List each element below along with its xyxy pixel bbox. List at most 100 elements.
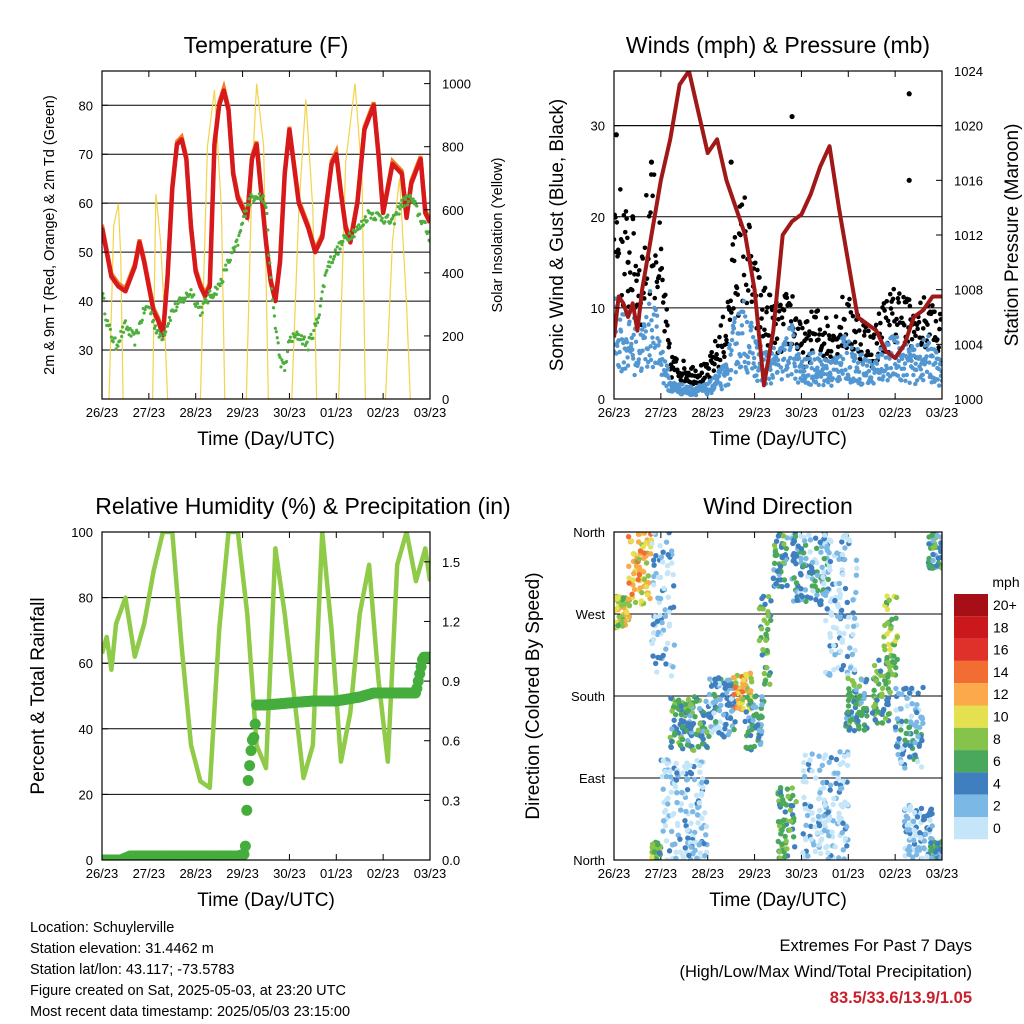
direction-point bbox=[695, 804, 701, 811]
y-axis-label: Sonic Wind & Gust (Blue, Black) bbox=[547, 99, 568, 371]
direction-point bbox=[681, 718, 687, 725]
gust-point bbox=[731, 258, 737, 264]
direction-point bbox=[711, 710, 717, 716]
direction-point bbox=[830, 801, 836, 808]
wind-point bbox=[904, 372, 910, 378]
direction-point bbox=[862, 727, 868, 733]
direction-point bbox=[790, 558, 796, 564]
wind-point bbox=[643, 356, 648, 362]
wind-point bbox=[786, 360, 791, 366]
wind-point bbox=[645, 364, 650, 369]
direction-point bbox=[664, 570, 670, 577]
wind-point bbox=[750, 334, 756, 340]
direction-point bbox=[665, 801, 671, 807]
direction-point bbox=[781, 577, 788, 583]
direction-point bbox=[839, 552, 846, 558]
wind-point bbox=[719, 387, 724, 392]
dewpoint-point bbox=[285, 359, 289, 364]
direction-point bbox=[751, 743, 758, 750]
dewpoint-point bbox=[174, 308, 178, 313]
direction-point bbox=[761, 670, 767, 677]
gust-point bbox=[637, 268, 642, 273]
direction-point bbox=[684, 827, 691, 833]
wind-point bbox=[847, 365, 853, 370]
gust-point bbox=[730, 242, 736, 247]
wind-point bbox=[745, 370, 750, 375]
x-tick-label: 26/23 bbox=[86, 866, 119, 881]
direction-point bbox=[697, 850, 703, 856]
gust-point bbox=[718, 323, 724, 328]
gust-point bbox=[663, 292, 668, 298]
wind-point bbox=[937, 357, 942, 362]
direction-point bbox=[775, 533, 782, 539]
direction-point bbox=[679, 789, 685, 796]
gust-point bbox=[913, 333, 918, 339]
wind-point bbox=[840, 356, 846, 362]
gust-point bbox=[622, 271, 627, 277]
wind-point bbox=[754, 373, 759, 378]
dewpoint-point bbox=[233, 245, 237, 249]
y-tick-label: 20 bbox=[79, 787, 93, 802]
direction-point bbox=[920, 817, 927, 823]
y2-tick-label: 0.0 bbox=[442, 853, 460, 868]
direction-point bbox=[890, 671, 896, 678]
gust-point bbox=[615, 247, 621, 253]
direction-point bbox=[879, 720, 885, 726]
direction-point bbox=[693, 698, 700, 704]
gust-point bbox=[804, 319, 810, 324]
gust-point bbox=[808, 337, 814, 343]
direction-point bbox=[662, 768, 668, 775]
dewpoint-point bbox=[167, 315, 172, 320]
wind-point bbox=[659, 362, 664, 368]
gust-point bbox=[706, 366, 712, 371]
direction-point bbox=[761, 617, 767, 623]
direction-point bbox=[657, 574, 664, 580]
y2-tick-label: 0 bbox=[442, 392, 449, 407]
gust-point bbox=[616, 251, 622, 256]
location-text: Location: Schuylerville bbox=[30, 920, 175, 936]
direction-point bbox=[842, 545, 848, 551]
gust-point bbox=[762, 327, 767, 333]
direction-point bbox=[684, 742, 691, 748]
dewpoint-point bbox=[279, 365, 283, 369]
direction-point bbox=[914, 701, 920, 708]
direction-point bbox=[842, 585, 849, 592]
wind-point bbox=[859, 352, 865, 357]
gust-point bbox=[848, 310, 854, 315]
wind-point bbox=[646, 322, 651, 327]
wind-point bbox=[860, 381, 865, 386]
direction-point bbox=[823, 844, 829, 851]
direction-point bbox=[620, 595, 627, 601]
y-tick-label: 70 bbox=[79, 147, 93, 162]
wind-point bbox=[727, 342, 732, 347]
chart-title: Temperature (F) bbox=[184, 32, 349, 58]
dewpoint-point bbox=[239, 228, 243, 233]
dewpoint-point bbox=[266, 228, 270, 232]
direction-point bbox=[801, 759, 807, 766]
wind-point bbox=[649, 328, 655, 333]
direction-point bbox=[659, 620, 665, 626]
dewpoint-point bbox=[423, 220, 427, 225]
gust-point bbox=[817, 327, 823, 332]
gust-point bbox=[816, 332, 822, 337]
direction-point bbox=[760, 646, 766, 653]
direction-point bbox=[653, 553, 659, 559]
direction-point bbox=[783, 802, 790, 808]
direction-point bbox=[882, 715, 889, 722]
direction-point bbox=[643, 584, 650, 590]
direction-point bbox=[736, 705, 742, 711]
dewpoint-point bbox=[404, 194, 409, 198]
plot-border bbox=[101, 70, 431, 400]
gust-point bbox=[873, 322, 879, 328]
dewpoint-point bbox=[232, 248, 236, 252]
direction-point bbox=[641, 550, 647, 556]
direction-point bbox=[825, 576, 831, 583]
wind-point bbox=[881, 374, 886, 379]
direction-point bbox=[752, 693, 758, 700]
x-axis-label: Time (Day/UTC) bbox=[197, 429, 335, 450]
direction-point bbox=[743, 672, 750, 678]
gust-point bbox=[741, 272, 747, 278]
direction-point bbox=[914, 758, 921, 765]
direction-point bbox=[650, 621, 656, 628]
wind-point bbox=[631, 356, 636, 361]
